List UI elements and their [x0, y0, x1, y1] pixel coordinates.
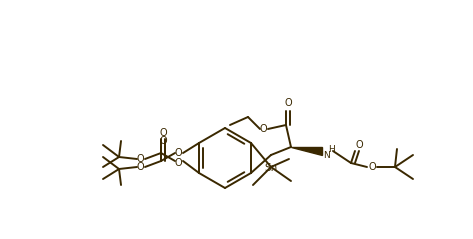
Text: O: O: [159, 136, 167, 146]
Text: O: O: [174, 158, 182, 168]
Text: O: O: [259, 124, 267, 134]
Text: O: O: [174, 148, 182, 158]
Text: Sn: Sn: [264, 163, 278, 173]
Text: O: O: [159, 128, 167, 138]
Polygon shape: [291, 147, 322, 155]
Text: N: N: [323, 152, 330, 161]
Text: O: O: [136, 154, 144, 164]
Text: O: O: [284, 98, 292, 108]
Text: H: H: [328, 146, 335, 154]
Text: O: O: [136, 162, 144, 172]
Text: O: O: [355, 140, 363, 150]
Text: O: O: [368, 162, 376, 172]
